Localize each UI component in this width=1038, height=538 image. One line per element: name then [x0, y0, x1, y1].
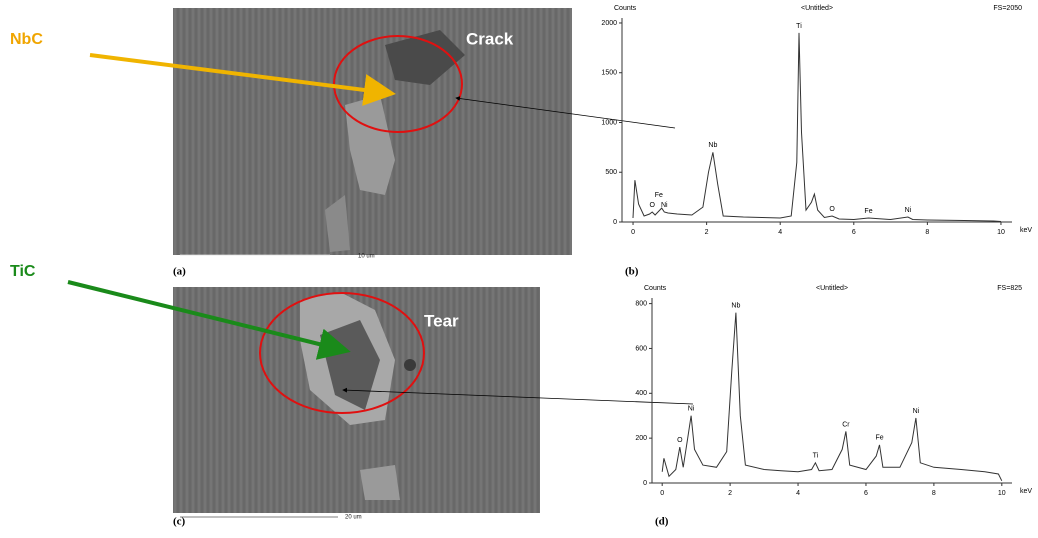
peak-label: Fe [864, 208, 872, 215]
x-tick-label: 4 [796, 490, 800, 497]
x-tick-label: 0 [631, 229, 635, 236]
x-tick-label: 0 [660, 490, 664, 497]
peak-label: O [677, 437, 683, 444]
y-axis-label: Counts [644, 285, 667, 292]
scale-label: 20 um [345, 515, 362, 521]
x-tick-label: 10 [997, 229, 1005, 236]
y-tick-label: 800 [635, 300, 647, 307]
callout-label: TiC [10, 263, 36, 280]
chart-title: <Untitled> [801, 5, 833, 12]
x-axis-label: keV [1020, 227, 1032, 234]
peak-label: Fe [875, 435, 883, 442]
y-tick-label: 500 [605, 169, 617, 176]
y-tick-label: 200 [635, 435, 647, 442]
y-tick-label: 1000 [601, 119, 617, 126]
x-tick-label: 10 [998, 490, 1006, 497]
x-tick-label: 8 [925, 229, 929, 236]
peak-label: Cr [842, 421, 850, 428]
sem-image-a [173, 8, 572, 256]
spectrum [661, 312, 1003, 482]
feature-label: Tear [424, 311, 459, 330]
fs-label: FS=825 [997, 285, 1022, 292]
panel-label: (b) [625, 266, 639, 278]
panel-label: (c) [173, 516, 186, 528]
peak-label: Ni [688, 406, 695, 413]
peak-label: Fe [655, 192, 663, 199]
scale-label: 10 um [358, 254, 375, 260]
feature-label: Crack [466, 29, 514, 48]
y-tick-label: 600 [635, 345, 647, 352]
pointer-arrow [342, 387, 694, 405]
peak-label: Nb [731, 302, 740, 309]
x-tick-label: 4 [778, 229, 782, 236]
peak-label: Ni [661, 202, 668, 209]
peak-label: Ni [913, 408, 920, 415]
y-tick-label: 0 [643, 480, 647, 487]
spectrum [632, 32, 1002, 222]
peak-label: O [649, 202, 655, 209]
x-axis-label: keV [1020, 488, 1032, 495]
callout-arrow [67, 280, 351, 360]
y-tick-label: 400 [635, 390, 647, 397]
chart-title: <Untitled> [816, 285, 848, 292]
peak-label: Ti [813, 453, 819, 460]
x-tick-label: 2 [728, 490, 732, 497]
callout-arrow [89, 53, 396, 106]
peak-label: Ni [905, 207, 912, 214]
fs-label: FS=2050 [993, 5, 1022, 12]
x-tick-label: 8 [932, 490, 936, 497]
panel-label: (a) [173, 266, 186, 278]
y-axis-label: Counts [614, 5, 637, 12]
panel-label: (d) [655, 516, 669, 528]
y-tick-label: 1500 [601, 70, 617, 77]
peak-label: Ti [796, 23, 802, 30]
x-tick-label: 2 [705, 229, 709, 236]
peak-label: Nb [708, 142, 717, 149]
pointer-arrow [455, 96, 676, 129]
y-tick-label: 2000 [601, 20, 617, 27]
peak-label: O [829, 206, 835, 213]
x-tick-label: 6 [852, 229, 856, 236]
y-tick-label: 0 [613, 219, 617, 226]
callout-label: NbC [10, 31, 43, 48]
x-tick-label: 6 [864, 490, 868, 497]
